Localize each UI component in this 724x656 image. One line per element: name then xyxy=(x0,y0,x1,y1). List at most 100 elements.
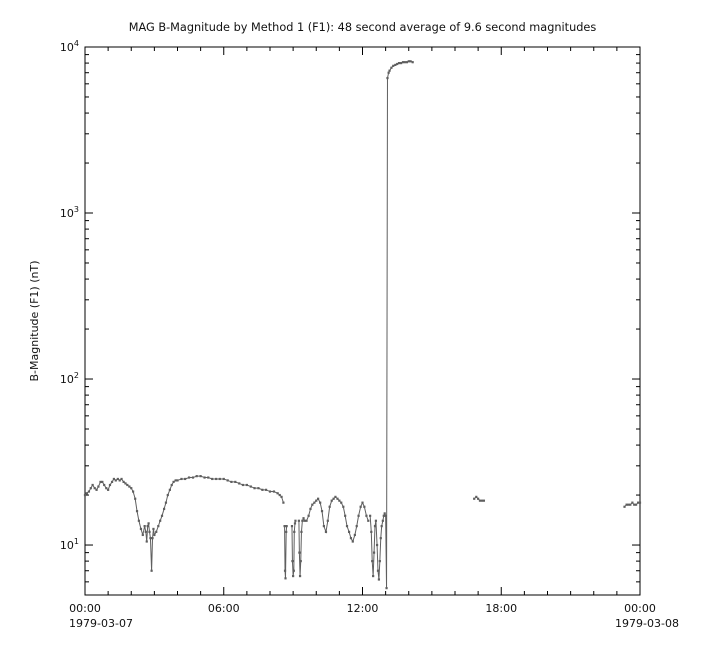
data-point-marker xyxy=(322,525,325,528)
data-point-marker xyxy=(116,477,119,481)
data-point-marker xyxy=(184,477,187,481)
data-point-marker xyxy=(203,476,206,479)
data-point-marker xyxy=(83,493,87,497)
data-point-marker xyxy=(180,477,183,481)
data-point-marker xyxy=(114,479,117,482)
data-point-marker xyxy=(124,482,127,485)
data-point-marker xyxy=(285,525,288,528)
data-point-marker xyxy=(301,519,304,522)
data-point-marker xyxy=(330,499,333,502)
data-point-marker xyxy=(150,569,153,572)
data-point-marker xyxy=(363,505,366,508)
data-point-marker xyxy=(292,569,295,572)
data-point-marker xyxy=(293,522,297,525)
data-point-marker xyxy=(625,503,628,506)
data-point-marker xyxy=(282,501,285,504)
x-tick-label: 00:00 xyxy=(69,602,101,615)
data-point-marker xyxy=(397,61,401,65)
data-point-marker xyxy=(199,475,202,478)
y-axis-label: B-Magnitude (F1) (nT) xyxy=(28,261,41,382)
data-point-marker xyxy=(369,514,372,517)
data-point-marker xyxy=(629,503,632,506)
data-point-marker xyxy=(382,514,385,517)
data-point-marker xyxy=(285,530,288,533)
data-point-marker xyxy=(264,488,268,491)
data-point-marker xyxy=(191,476,195,479)
data-point-marker xyxy=(168,488,171,491)
x-tick-label: 12:00 xyxy=(347,602,379,615)
data-point-marker xyxy=(147,522,150,525)
data-point-marker xyxy=(623,505,626,508)
data-point-marker xyxy=(355,525,358,528)
data-point-marker xyxy=(334,495,337,498)
data-point-marker xyxy=(403,61,406,64)
data-point-marker xyxy=(230,480,233,484)
data-point-marker xyxy=(372,551,376,554)
data-point-marker xyxy=(305,519,308,522)
data-point-marker xyxy=(294,519,297,522)
data-point-marker xyxy=(407,60,410,63)
data-point-marker xyxy=(95,488,98,491)
data-point-marker xyxy=(145,540,148,543)
data-point-marker xyxy=(241,483,245,487)
data-point-marker xyxy=(401,61,405,64)
data-point-marker xyxy=(377,578,381,581)
data-point-marker xyxy=(149,537,152,540)
data-point-marker xyxy=(634,503,638,506)
data-point-marker xyxy=(153,533,156,537)
data-point-marker xyxy=(315,499,318,502)
data-point-marker xyxy=(284,577,287,580)
data-point-marker xyxy=(126,483,129,487)
data-point-marker xyxy=(394,63,397,67)
data-point-marker xyxy=(371,560,374,563)
data-point-marker xyxy=(387,71,390,74)
data-point-marker xyxy=(134,497,137,500)
data-point-marker xyxy=(174,479,177,482)
data-point-marker xyxy=(307,514,310,517)
data-point-marker xyxy=(478,499,482,502)
data-point-marker xyxy=(388,69,391,72)
data-point-marker xyxy=(379,537,382,540)
data-point-marker xyxy=(411,61,414,64)
data-point-marker xyxy=(162,507,166,511)
data-point-marker xyxy=(385,587,388,590)
data-point-marker xyxy=(297,519,301,522)
data-point-marker xyxy=(359,505,362,508)
data-point-marker xyxy=(365,514,368,517)
data-point-marker xyxy=(160,514,164,517)
data-point-marker xyxy=(122,480,125,484)
data-point-marker xyxy=(631,501,634,504)
data-point-marker xyxy=(290,525,294,528)
data-point-marker xyxy=(91,483,94,487)
data-point-marker xyxy=(103,483,106,487)
data-point-marker xyxy=(164,501,168,504)
data-point-marker xyxy=(99,480,102,484)
data-point-marker xyxy=(396,62,399,66)
data-point-marker xyxy=(405,61,408,64)
data-point-marker xyxy=(637,501,640,504)
data-point-marker xyxy=(342,505,345,508)
data-point-marker xyxy=(105,487,108,490)
data-point-marker xyxy=(152,527,155,531)
data-point-marker xyxy=(135,510,139,513)
chart-title: MAG B-Magnitude by Method 1 (F1): 48 sec… xyxy=(129,21,597,34)
data-point-marker xyxy=(378,560,381,563)
data-point-marker xyxy=(357,514,360,517)
data-point-marker xyxy=(272,490,276,493)
data-point-marker xyxy=(390,66,393,69)
data-point-marker xyxy=(211,477,214,481)
data-point-marker xyxy=(130,487,133,490)
data-point-marker xyxy=(298,574,302,578)
data-point-marker xyxy=(477,497,480,500)
x-tick-label: 00:00 xyxy=(624,602,656,615)
x-tick-label: 18:00 xyxy=(485,602,517,615)
data-point-marker xyxy=(326,519,329,522)
data-point-marker xyxy=(97,485,100,488)
data-point-marker xyxy=(353,533,356,537)
data-point-marker xyxy=(299,560,302,563)
data-point-marker xyxy=(298,551,301,554)
data-point-marker xyxy=(268,490,272,493)
